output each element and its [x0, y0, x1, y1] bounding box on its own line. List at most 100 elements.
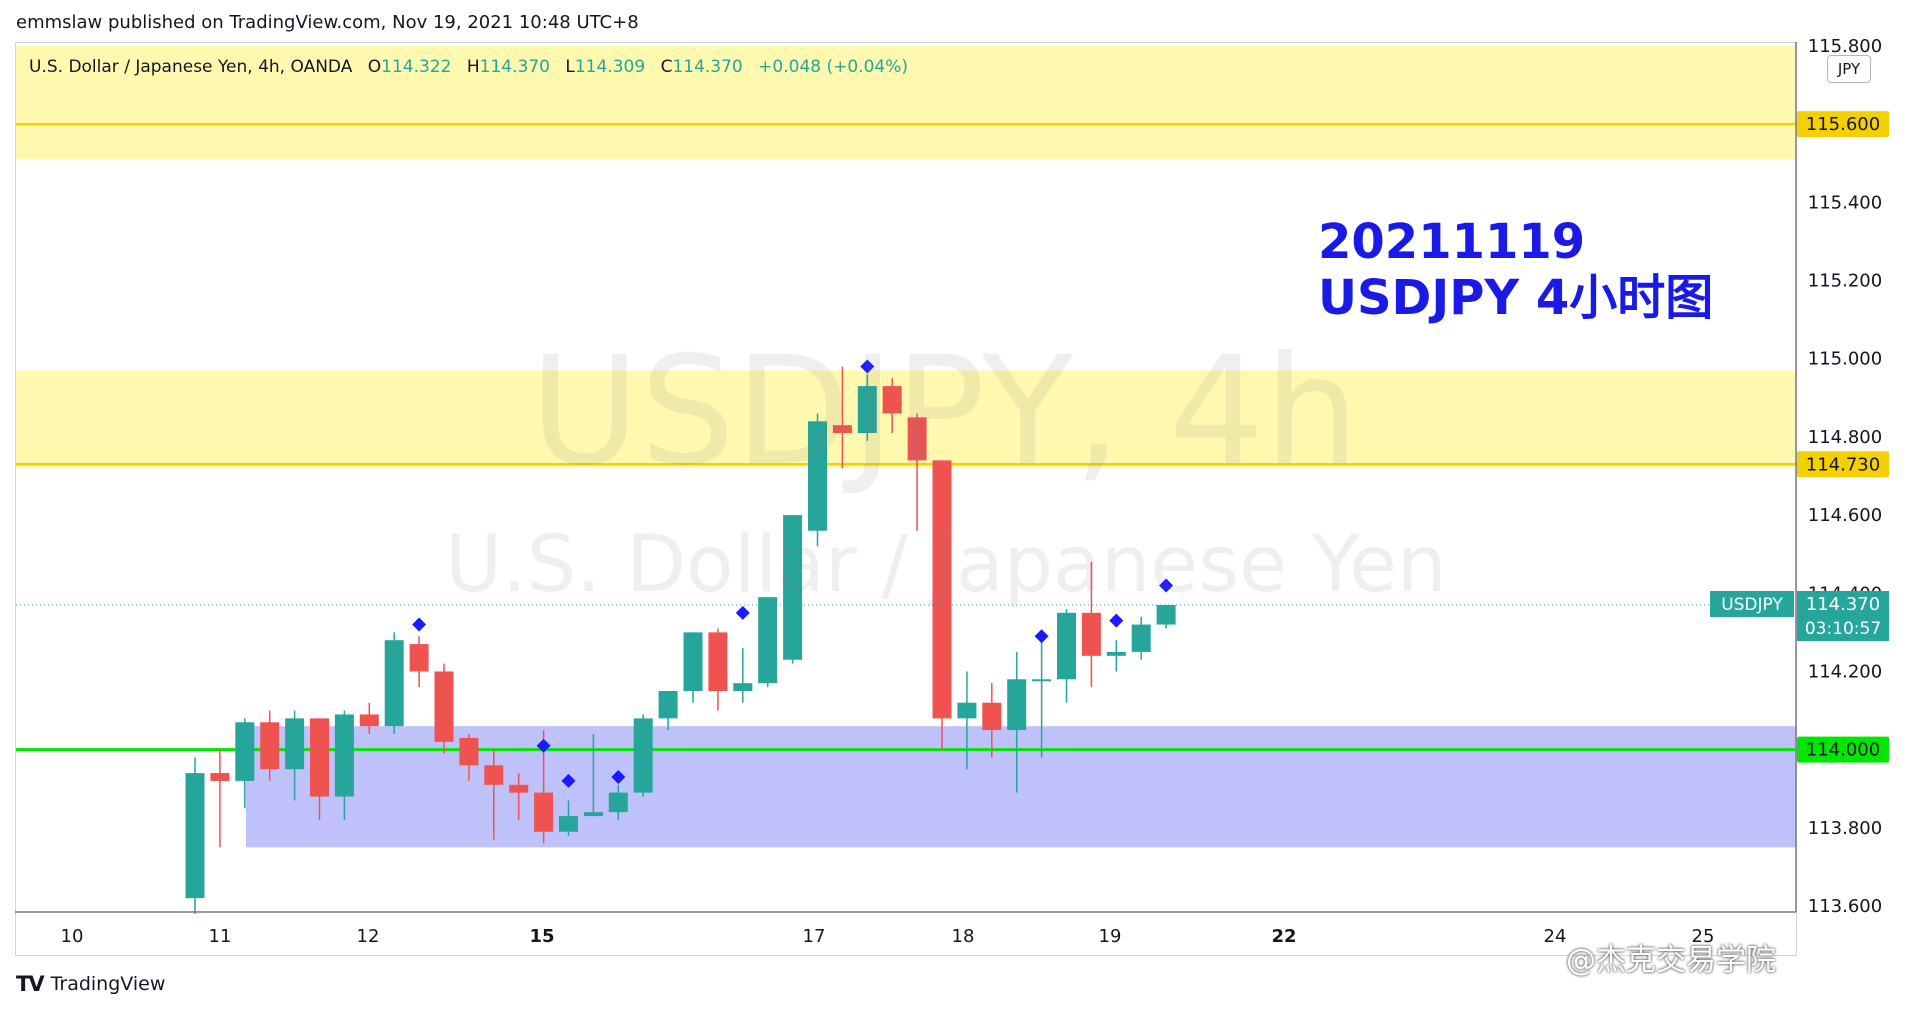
legend-low-label: L [565, 57, 575, 77]
signal-marker-icon [1159, 578, 1174, 593]
signal-marker-icon [536, 738, 551, 753]
symbol-badge-label: USDJPY [1721, 595, 1783, 615]
candle-body[interactable] [583, 812, 603, 817]
candle-body[interactable] [384, 640, 404, 727]
level-badge [1797, 736, 1889, 763]
candle-body[interactable] [559, 816, 578, 832]
signal-marker-icon [860, 359, 875, 374]
candle-body[interactable] [1106, 651, 1126, 656]
legend-change: +0.048 (+0.04%) [758, 57, 909, 77]
tradingview-brand: TradingView [50, 973, 166, 995]
candle-body[interactable] [285, 718, 305, 770]
candle-body[interactable] [683, 632, 703, 691]
candle-body[interactable] [932, 460, 952, 719]
time-tick-label: 18 [952, 926, 975, 947]
time-tick-label: 17 [803, 926, 826, 947]
candle-body[interactable] [359, 714, 379, 727]
candle-body[interactable] [633, 718, 653, 793]
zone-rect-1 [16, 370, 1795, 469]
price-tick-label: 113.600 [1808, 896, 1882, 917]
price-tick-label: 114.600 [1808, 505, 1882, 526]
candle-body[interactable] [409, 644, 429, 672]
tradingview-mark-icon: TV [16, 972, 45, 996]
candle-body[interactable] [459, 737, 479, 766]
annotation-title: USDJPY 4小时图 [1318, 270, 1714, 326]
candle-body[interactable] [832, 425, 852, 433]
chart-legend[interactable]: U.S. Dollar / Japanese Yen, 4h, OANDA O 1… [29, 57, 908, 77]
zone-rect-2 [246, 726, 1796, 848]
signal-marker-icon [1034, 629, 1049, 644]
candle-body[interactable] [857, 386, 877, 433]
legend-open-label: O [367, 57, 382, 77]
candle-body[interactable] [1131, 624, 1151, 652]
signal-marker-icon [412, 617, 427, 632]
candle-body[interactable] [334, 714, 354, 797]
candle-body[interactable] [1081, 612, 1101, 656]
candle-body[interactable] [882, 386, 902, 414]
price-tick-label: 114.200 [1808, 661, 1882, 682]
legend-high: 114.370 [479, 57, 550, 77]
tradingview-logo[interactable]: TV TradingView [16, 972, 165, 996]
level-badge [1797, 111, 1889, 138]
signal-marker-icon [735, 605, 750, 620]
candle-body[interactable] [1057, 612, 1076, 680]
legend-close: 114.370 [672, 57, 743, 77]
candle-body[interactable] [658, 691, 678, 719]
price-tick-label: 115.400 [1808, 192, 1882, 213]
watermark-description: U.S. Dollar / Japanese Yen [445, 520, 1447, 610]
candle-body[interactable] [260, 722, 280, 770]
annotation-text: 20211119 USDJPY 4小时图 [1318, 214, 1713, 326]
level-badge [1797, 451, 1889, 478]
legend-close-label: C [660, 57, 673, 77]
candle-body[interactable] [907, 417, 927, 461]
candle-body[interactable] [185, 773, 205, 899]
candle-body[interactable] [434, 671, 454, 742]
price-scale[interactable]: 115.800 115.400 115.200 115.000 114.800 114.6… [15, 36, 1889, 917]
candle-body[interactable] [484, 765, 504, 785]
current-price-badge [1797, 591, 1889, 641]
time-tick-label: 12 [357, 926, 380, 947]
candle-body[interactable] [1156, 605, 1176, 625]
time-tick-label: 24 [1544, 926, 1567, 947]
symbol-badge [1710, 591, 1794, 617]
signal-marker-icon [611, 770, 626, 784]
markers-layer [412, 359, 1174, 788]
candle-body[interactable] [783, 515, 803, 660]
currency-unit-button[interactable]: JPY [1827, 55, 1871, 83]
candle-body[interactable] [708, 632, 728, 691]
price-tick-label: 115.000 [1808, 349, 1882, 370]
candle-body[interactable] [1007, 679, 1027, 731]
candle-body[interactable] [733, 683, 753, 691]
candle-body[interactable] [210, 773, 230, 781]
annotation-date: 20211119 [1318, 214, 1586, 270]
watermark-symbol: USDJPY, 4h [530, 325, 1360, 499]
price-tick-label: 115.800 [1808, 36, 1882, 57]
time-tick-label: 25 [1692, 926, 1715, 947]
legend-high-label: H [466, 57, 480, 77]
weibo-credit: @杰克交易学院 [1566, 943, 1776, 978]
candle-body[interactable] [957, 702, 977, 719]
candle-body[interactable] [1032, 679, 1052, 682]
candle-body[interactable] [608, 792, 628, 813]
time-tick-label: 22 [1271, 926, 1296, 947]
time-tick-label: 19 [1099, 926, 1122, 947]
level-badge-label: 114.000 [1806, 740, 1880, 761]
countdown-label: 03:10:57 [1805, 619, 1881, 639]
candle-body[interactable] [509, 784, 529, 793]
price-tick-label: 113.800 [1808, 818, 1882, 839]
zone-rect-0 [16, 46, 1795, 160]
candle-body[interactable] [534, 792, 554, 832]
candle-body[interactable] [982, 702, 1002, 731]
time-scale[interactable]: 10 11 12 15 17 18 19 22 24 25 [61, 926, 1715, 947]
candle-body[interactable] [808, 421, 827, 531]
candle-body[interactable] [235, 722, 255, 781]
legend-title: U.S. Dollar / Japanese Yen, 4h, OANDA [29, 57, 353, 77]
legend-low: 114.309 [574, 57, 646, 77]
price-tick-label: 115.200 [1808, 271, 1882, 292]
zones-layer [16, 46, 1796, 848]
candle-body[interactable] [310, 718, 329, 797]
candle-body[interactable] [758, 597, 778, 684]
candles-layer [185, 386, 1176, 899]
publish-line: emmslaw published on TradingView.com, No… [16, 12, 639, 33]
